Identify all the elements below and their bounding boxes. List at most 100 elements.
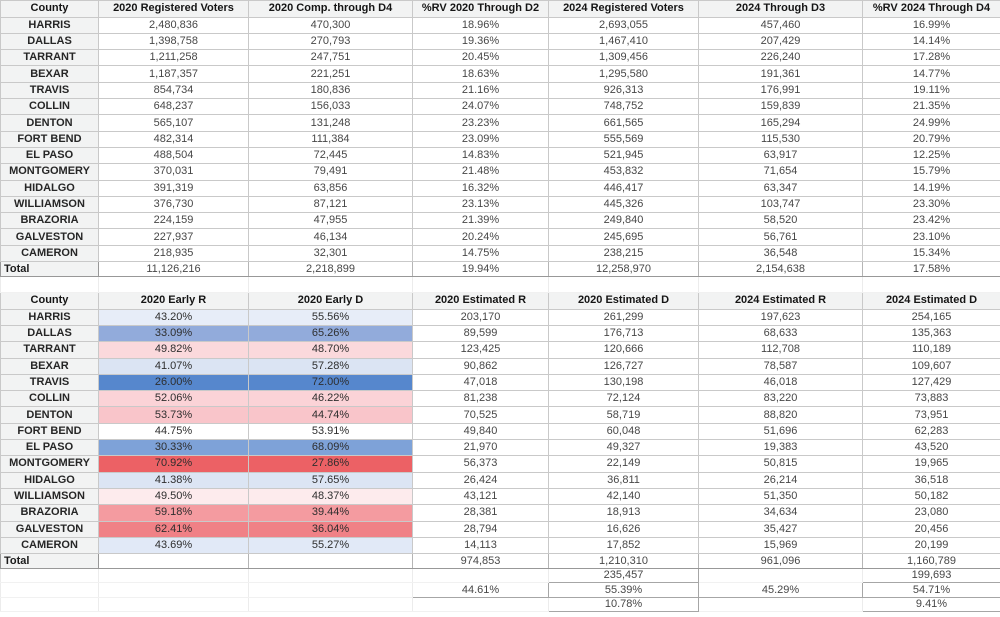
total-value-cell[interactable]: 1,160,789 bbox=[862, 553, 1000, 570]
county-cell[interactable]: FORT BEND bbox=[0, 130, 99, 148]
estimate-cell[interactable]: 43,121 bbox=[412, 487, 549, 506]
value-cell[interactable]: 63,917 bbox=[698, 146, 863, 165]
estimate-cell[interactable]: 130,198 bbox=[548, 373, 699, 392]
summary-value-cell[interactable]: 44.61% bbox=[412, 582, 549, 598]
column-header[interactable]: 2020 Early R bbox=[98, 292, 249, 310]
value-cell[interactable]: 226,240 bbox=[698, 49, 863, 67]
early-r-cell[interactable]: 49.50% bbox=[98, 487, 249, 506]
total-value-cell[interactable]: 2,154,638 bbox=[698, 261, 863, 278]
value-cell[interactable]: 56,761 bbox=[698, 228, 863, 246]
value-cell[interactable]: 23.09% bbox=[412, 130, 549, 148]
total-value-cell[interactable]: 961,096 bbox=[698, 553, 863, 570]
early-d-cell[interactable]: 27.86% bbox=[248, 455, 413, 473]
value-cell[interactable]: 14.77% bbox=[862, 65, 1000, 83]
estimate-cell[interactable]: 261,299 bbox=[548, 308, 699, 326]
column-header[interactable]: County bbox=[0, 0, 99, 18]
value-cell[interactable]: 2,693,055 bbox=[548, 16, 699, 34]
estimate-cell[interactable]: 19,383 bbox=[698, 439, 863, 457]
early-d-cell[interactable]: 46.22% bbox=[248, 390, 413, 408]
county-cell[interactable]: BEXAR bbox=[0, 357, 99, 375]
county-cell[interactable]: TARRANT bbox=[0, 341, 99, 359]
value-cell[interactable]: 21.39% bbox=[412, 212, 549, 230]
estimate-cell[interactable]: 43,520 bbox=[862, 439, 1000, 457]
empty-cell[interactable] bbox=[98, 553, 249, 570]
estimate-cell[interactable]: 50,815 bbox=[698, 455, 863, 473]
value-cell[interactable]: 17.28% bbox=[862, 49, 1000, 67]
value-cell[interactable]: 23.30% bbox=[862, 195, 1000, 214]
column-header[interactable]: 2024 Through D3 bbox=[698, 0, 863, 18]
county-cell[interactable]: TRAVIS bbox=[0, 373, 99, 392]
total-label-cell[interactable]: Total bbox=[0, 261, 99, 278]
county-cell[interactable]: WILLIAMSON bbox=[0, 195, 99, 214]
value-cell[interactable]: 14.75% bbox=[412, 244, 549, 263]
total-label-cell[interactable]: Total bbox=[0, 553, 99, 570]
value-cell[interactable]: 63,347 bbox=[698, 179, 863, 197]
estimate-cell[interactable]: 46,018 bbox=[698, 373, 863, 392]
county-cell[interactable]: GALVESTON bbox=[0, 228, 99, 246]
estimate-cell[interactable]: 127,429 bbox=[862, 373, 1000, 392]
early-r-cell[interactable]: 49.82% bbox=[98, 341, 249, 359]
early-d-cell[interactable]: 72.00% bbox=[248, 373, 413, 392]
value-cell[interactable]: 21.35% bbox=[862, 98, 1000, 116]
value-cell[interactable]: 221,251 bbox=[248, 65, 413, 83]
estimate-cell[interactable]: 36,518 bbox=[862, 471, 1000, 489]
early-d-cell[interactable]: 57.28% bbox=[248, 357, 413, 375]
total-value-cell[interactable]: 19.94% bbox=[412, 261, 549, 278]
value-cell[interactable]: 156,033 bbox=[248, 98, 413, 116]
value-cell[interactable]: 14.83% bbox=[412, 146, 549, 165]
value-cell[interactable]: 854,734 bbox=[98, 81, 249, 100]
estimate-cell[interactable]: 18,913 bbox=[548, 504, 699, 522]
estimate-cell[interactable]: 176,713 bbox=[548, 324, 699, 343]
value-cell[interactable]: 72,445 bbox=[248, 146, 413, 165]
value-cell[interactable]: 79,491 bbox=[248, 163, 413, 181]
estimate-cell[interactable]: 20,456 bbox=[862, 520, 1000, 538]
value-cell[interactable]: 521,945 bbox=[548, 146, 699, 165]
early-r-cell[interactable]: 41.07% bbox=[98, 357, 249, 375]
value-cell[interactable]: 87,121 bbox=[248, 195, 413, 214]
estimate-cell[interactable]: 120,666 bbox=[548, 341, 699, 359]
value-cell[interactable]: 661,565 bbox=[548, 114, 699, 132]
value-cell[interactable]: 926,313 bbox=[548, 81, 699, 100]
estimate-cell[interactable]: 51,696 bbox=[698, 422, 863, 441]
estimate-cell[interactable]: 47,018 bbox=[412, 373, 549, 392]
estimate-cell[interactable]: 20,199 bbox=[862, 536, 1000, 555]
column-header[interactable]: 2024 Estimated D bbox=[862, 292, 1000, 310]
value-cell[interactable]: 14.19% bbox=[862, 179, 1000, 197]
column-header[interactable]: 2020 Registered Voters bbox=[98, 0, 249, 18]
estimate-cell[interactable]: 15,969 bbox=[698, 536, 863, 555]
column-header[interactable]: %RV 2024 Through D4 bbox=[862, 0, 1000, 18]
value-cell[interactable]: 1,309,456 bbox=[548, 49, 699, 67]
value-cell[interactable]: 103,747 bbox=[698, 195, 863, 214]
value-cell[interactable]: 1,398,758 bbox=[98, 32, 249, 51]
estimate-cell[interactable]: 51,350 bbox=[698, 487, 863, 506]
early-d-cell[interactable]: 36.04% bbox=[248, 520, 413, 538]
early-r-cell[interactable]: 62.41% bbox=[98, 520, 249, 538]
value-cell[interactable]: 16.99% bbox=[862, 16, 1000, 34]
county-cell[interactable]: WILLIAMSON bbox=[0, 487, 99, 506]
value-cell[interactable]: 1,467,410 bbox=[548, 32, 699, 51]
value-cell[interactable]: 20.45% bbox=[412, 49, 549, 67]
county-cell[interactable]: EL PASO bbox=[0, 439, 99, 457]
county-cell[interactable]: CAMERON bbox=[0, 536, 99, 555]
value-cell[interactable]: 376,730 bbox=[98, 195, 249, 214]
summary-value-cell[interactable]: 10.78% bbox=[548, 596, 699, 613]
value-cell[interactable]: 19.11% bbox=[862, 81, 1000, 100]
estimate-cell[interactable]: 35,427 bbox=[698, 520, 863, 538]
value-cell[interactable]: 1,211,258 bbox=[98, 49, 249, 67]
column-header[interactable]: 2020 Estimated D bbox=[548, 292, 699, 310]
estimate-cell[interactable]: 26,424 bbox=[412, 471, 549, 489]
column-header[interactable]: County bbox=[0, 292, 99, 310]
value-cell[interactable]: 470,300 bbox=[248, 16, 413, 34]
estimate-cell[interactable]: 68,633 bbox=[698, 324, 863, 343]
value-cell[interactable]: 111,384 bbox=[248, 130, 413, 148]
county-cell[interactable]: TARRANT bbox=[0, 49, 99, 67]
value-cell[interactable]: 249,840 bbox=[548, 212, 699, 230]
value-cell[interactable]: 32,301 bbox=[248, 244, 413, 263]
early-r-cell[interactable]: 43.69% bbox=[98, 536, 249, 555]
value-cell[interactable]: 1,295,580 bbox=[548, 65, 699, 83]
value-cell[interactable]: 176,991 bbox=[698, 81, 863, 100]
column-header[interactable]: 2024 Registered Voters bbox=[548, 0, 699, 18]
value-cell[interactable]: 58,520 bbox=[698, 212, 863, 230]
county-cell[interactable]: HARRIS bbox=[0, 308, 99, 326]
estimate-cell[interactable]: 60,048 bbox=[548, 422, 699, 441]
